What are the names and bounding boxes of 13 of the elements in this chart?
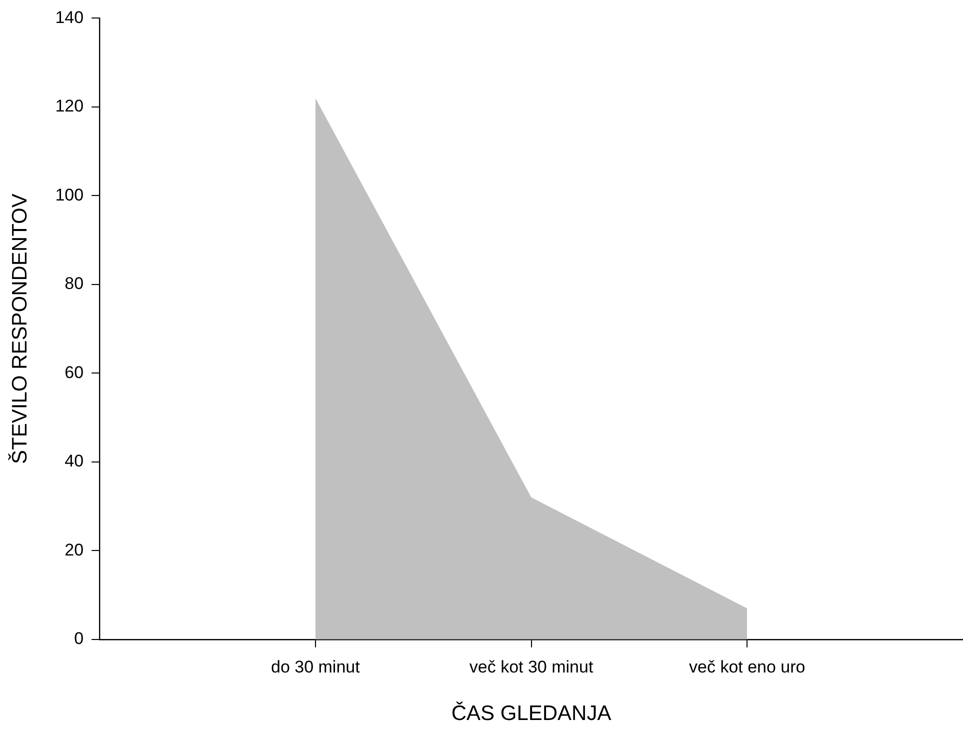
y-axis-title: ŠTEVILO RESPONDENTOV bbox=[7, 194, 32, 464]
y-tick-label: 20 bbox=[64, 540, 84, 560]
y-tick-label: 120 bbox=[55, 96, 84, 116]
x-axis-title: ČAS GLEDANJA bbox=[451, 701, 612, 726]
y-tick-label: 80 bbox=[64, 274, 84, 294]
y-tick-label: 140 bbox=[55, 8, 84, 27]
x-tick-label: več kot 30 minut bbox=[469, 657, 594, 676]
y-tick-label: 0 bbox=[74, 629, 84, 648]
y-tick-label: 60 bbox=[64, 362, 84, 382]
y-tick-label: 40 bbox=[64, 452, 84, 471]
x-tick-label: do 30 minut bbox=[271, 657, 360, 676]
y-tick-label: 100 bbox=[55, 185, 84, 204]
x-tick-label: več kot eno uro bbox=[689, 657, 806, 676]
